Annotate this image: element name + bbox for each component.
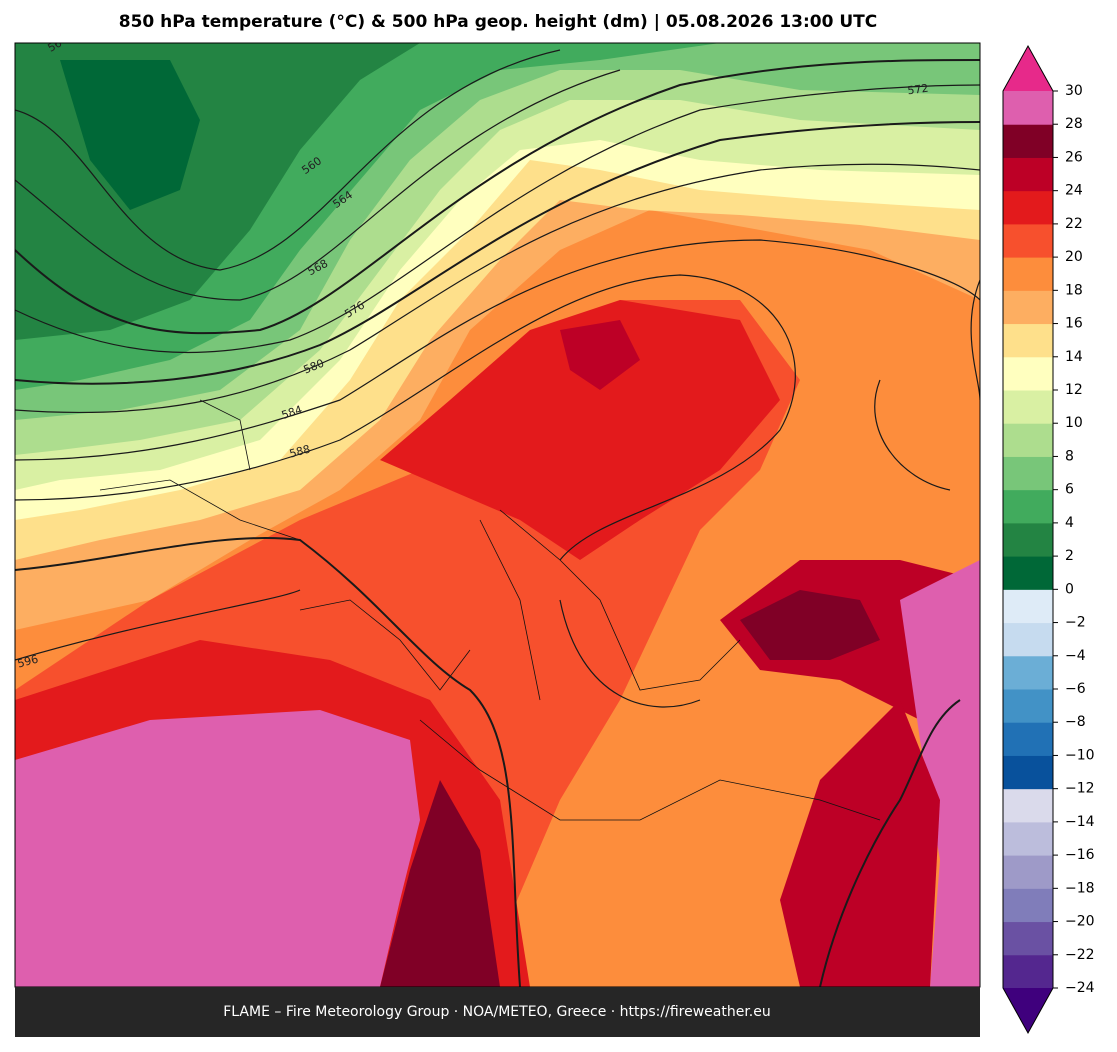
colorbar-bin [1003, 323, 1053, 358]
footer: FLAME – Fire Meteorology Group · NOA/MET… [223, 1004, 771, 1020]
temp-field [60, 60, 200, 210]
colorbar-bin [1003, 722, 1053, 756]
contour-line [15, 59, 980, 335]
colorbar-bin [1003, 390, 1053, 424]
colorbar-bin [1003, 290, 1053, 325]
colorbar-tick-label: 8 [1065, 448, 1074, 464]
contour-line [15, 121, 980, 385]
colorbar-bin [1003, 190, 1053, 225]
contour-line [15, 589, 701, 708]
colorbar-bin [1003, 888, 1053, 923]
colorbar-bin [1003, 423, 1053, 457]
contour-label: 596 [16, 653, 40, 671]
colorbar-tick-label: 18 [1065, 282, 1083, 298]
contour-label: 572 [907, 82, 930, 98]
temp-field [380, 780, 500, 987]
contour-line [874, 279, 980, 491]
colorbar-tick-label: 6 [1065, 482, 1074, 498]
footer-bar [15, 987, 980, 1037]
colorbar-bin [1003, 689, 1053, 723]
colorbar-tick-label: −12 [1065, 781, 1095, 797]
colorbar-extend-over [1003, 46, 1053, 91]
colorbar-bin [1003, 622, 1053, 657]
colorbar-bin [1003, 556, 1053, 590]
colorbar-tick-label: 28 [1065, 116, 1083, 132]
contour-line [15, 239, 980, 461]
contour-label: 584 [280, 403, 304, 422]
contour-line [15, 274, 796, 561]
colorbar-tick-label: −4 [1065, 648, 1086, 664]
colorbar-bin [1003, 788, 1053, 823]
colorbar-tick-label: 24 [1065, 183, 1083, 199]
colorbar-bin [1003, 821, 1053, 856]
colorbar-tick-label: −10 [1065, 747, 1095, 763]
colorbar-tick-label: −2 [1065, 615, 1086, 631]
colorbar-tick-label: −16 [1065, 847, 1095, 863]
temp-field [780, 700, 940, 987]
temp-field [15, 710, 420, 987]
colorbar-tick-label: 20 [1065, 249, 1083, 265]
colorbar-bin [1003, 356, 1053, 391]
colorbar-bin [1003, 91, 1053, 125]
colorbar-tick-label: −6 [1065, 681, 1086, 697]
colorbar-tick-label: −24 [1065, 980, 1095, 996]
contour-line [15, 69, 621, 301]
colorbar-bin [1003, 489, 1053, 524]
colorbar-tick-label: 14 [1065, 349, 1083, 365]
colorbar-tick-label: 12 [1065, 382, 1083, 398]
colorbar-tick-label: 22 [1065, 216, 1083, 232]
colorbar-tick-label: −14 [1065, 814, 1095, 830]
colorbar-bin [1003, 157, 1053, 192]
colorbar-bin [1003, 589, 1053, 624]
contour-label: 588 [288, 443, 312, 461]
colorbar-tick-label: 16 [1065, 316, 1083, 332]
colorbar-bin [1003, 921, 1053, 956]
colorbar-bin [1003, 855, 1053, 889]
colorbar-bin [1003, 257, 1053, 291]
colorbar-tick-label: −22 [1065, 947, 1095, 963]
contour-line [15, 537, 521, 987]
colorbar: −24−22−20−18−16−14−12−10−8−6−4−202468101… [1002, 44, 1095, 1035]
colorbar-tick-label: 0 [1065, 581, 1074, 597]
temp-field [740, 590, 880, 660]
colorbar-bin [1003, 456, 1053, 491]
colorbar-tick-label: −20 [1065, 914, 1095, 930]
colorbar-tick-label: 30 [1065, 83, 1083, 99]
colorbar-bin [1003, 755, 1053, 790]
contour-label: 56 [45, 36, 64, 54]
colorbar-tick-label: 2 [1065, 548, 1074, 564]
colorbar-tick-label: −8 [1065, 714, 1086, 730]
colorbar-bin [1003, 124, 1053, 158]
temp-field [560, 320, 640, 390]
colorbar-bin [1003, 522, 1053, 557]
colorbar-tick-label: 4 [1065, 515, 1074, 531]
contour-line [15, 163, 980, 414]
colorbar-tick-label: 10 [1065, 415, 1083, 431]
colorbar-tick-label: 26 [1065, 149, 1083, 165]
colorbar-bin [1003, 655, 1053, 690]
colorbar-bin [1003, 223, 1053, 258]
coastline [99, 399, 881, 821]
contour-line [15, 84, 980, 354]
colorbar-extend-under [1003, 988, 1053, 1033]
contour-line [15, 49, 561, 271]
contour-line [819, 699, 961, 987]
colorbar-tick-label: −18 [1065, 880, 1095, 896]
title: 850 hPa temperature (°C) & 500 hPa geop.… [119, 12, 878, 32]
colorbar-bin [1003, 954, 1053, 989]
temp-field [900, 560, 980, 987]
